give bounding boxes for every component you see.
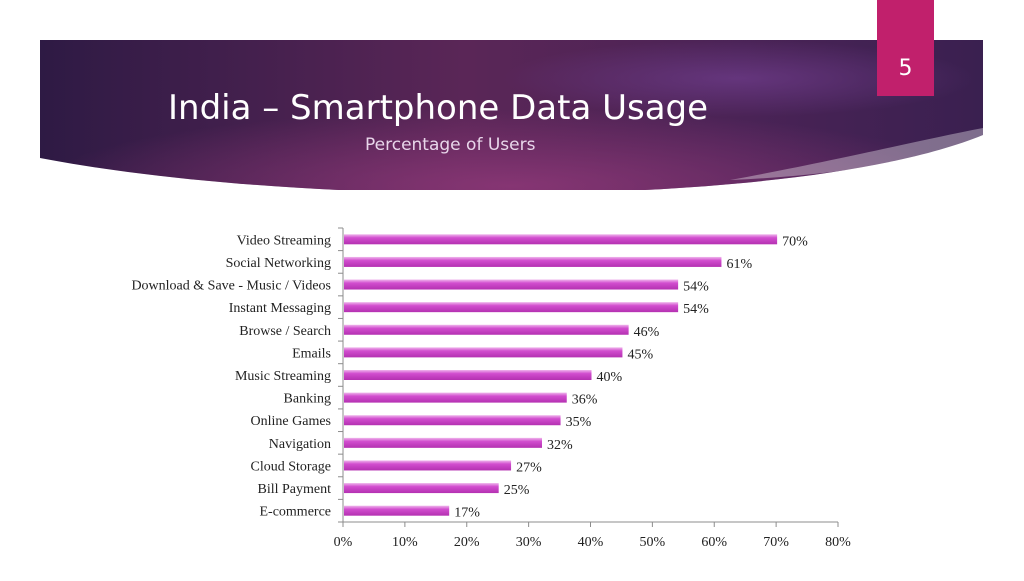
value-label: 36% <box>572 393 598 408</box>
value-label: 54% <box>683 302 709 317</box>
value-label: 70% <box>782 234 808 249</box>
bar-12 <box>344 483 499 494</box>
x-tick-label: 60% <box>701 535 727 550</box>
bar-6 <box>344 347 623 358</box>
bar-2 <box>344 256 722 267</box>
x-tick-label: 30% <box>516 535 542 550</box>
bar-11 <box>344 460 512 471</box>
bar-7 <box>344 370 592 380</box>
bar-1 <box>344 234 778 245</box>
category-label: Banking <box>284 392 331 407</box>
category-label: Emails <box>292 346 331 361</box>
category-label: Video Streaming <box>237 233 331 248</box>
category-label: E-commerce <box>259 505 331 520</box>
bar-8 <box>344 392 567 403</box>
value-label: 61% <box>726 257 752 272</box>
x-tick-label: 20% <box>454 535 480 550</box>
title-banner: India – Smartphone Data Usage Percentage… <box>40 40 983 190</box>
value-label: 40% <box>597 370 623 385</box>
bar-9 <box>344 415 561 426</box>
category-label: Browse / Search <box>239 324 331 339</box>
x-tick-label: 10% <box>392 535 418 550</box>
banner-background <box>40 40 983 190</box>
x-tick-label: 40% <box>578 535 604 550</box>
category-label: Cloud Storage <box>251 459 332 474</box>
x-tick-label: 80% <box>825 535 851 550</box>
category-label: Online Games <box>251 414 331 429</box>
slide-number-tab: 5 <box>877 0 934 96</box>
slide-title: India – Smartphone Data Usage <box>168 88 709 128</box>
category-label: Social Networking <box>226 256 331 271</box>
value-label: 25% <box>504 483 530 498</box>
category-label: Bill Payment <box>258 482 332 497</box>
category-label: Download & Save - Music / Videos <box>131 279 331 294</box>
bar-5 <box>344 324 629 335</box>
value-label: 27% <box>516 460 542 475</box>
slide-subtitle: Percentage of Users <box>365 135 536 155</box>
value-label: 35% <box>566 415 592 430</box>
value-label: 17% <box>454 506 480 521</box>
bar-4 <box>344 302 679 313</box>
value-label: 45% <box>627 347 653 362</box>
x-tick-label: 50% <box>640 535 666 550</box>
x-tick-label: 0% <box>334 535 353 550</box>
slide-number: 5 <box>898 56 913 81</box>
category-label: Instant Messaging <box>229 301 331 316</box>
value-label: 46% <box>634 325 660 340</box>
value-label: 54% <box>683 280 709 295</box>
category-label: Navigation <box>269 437 331 452</box>
x-tick-label: 70% <box>763 535 789 550</box>
bar-13 <box>344 505 450 516</box>
category-label: Music Streaming <box>235 369 331 384</box>
bar-3 <box>344 279 679 290</box>
bar-10 <box>344 437 542 448</box>
value-label: 32% <box>547 438 573 453</box>
